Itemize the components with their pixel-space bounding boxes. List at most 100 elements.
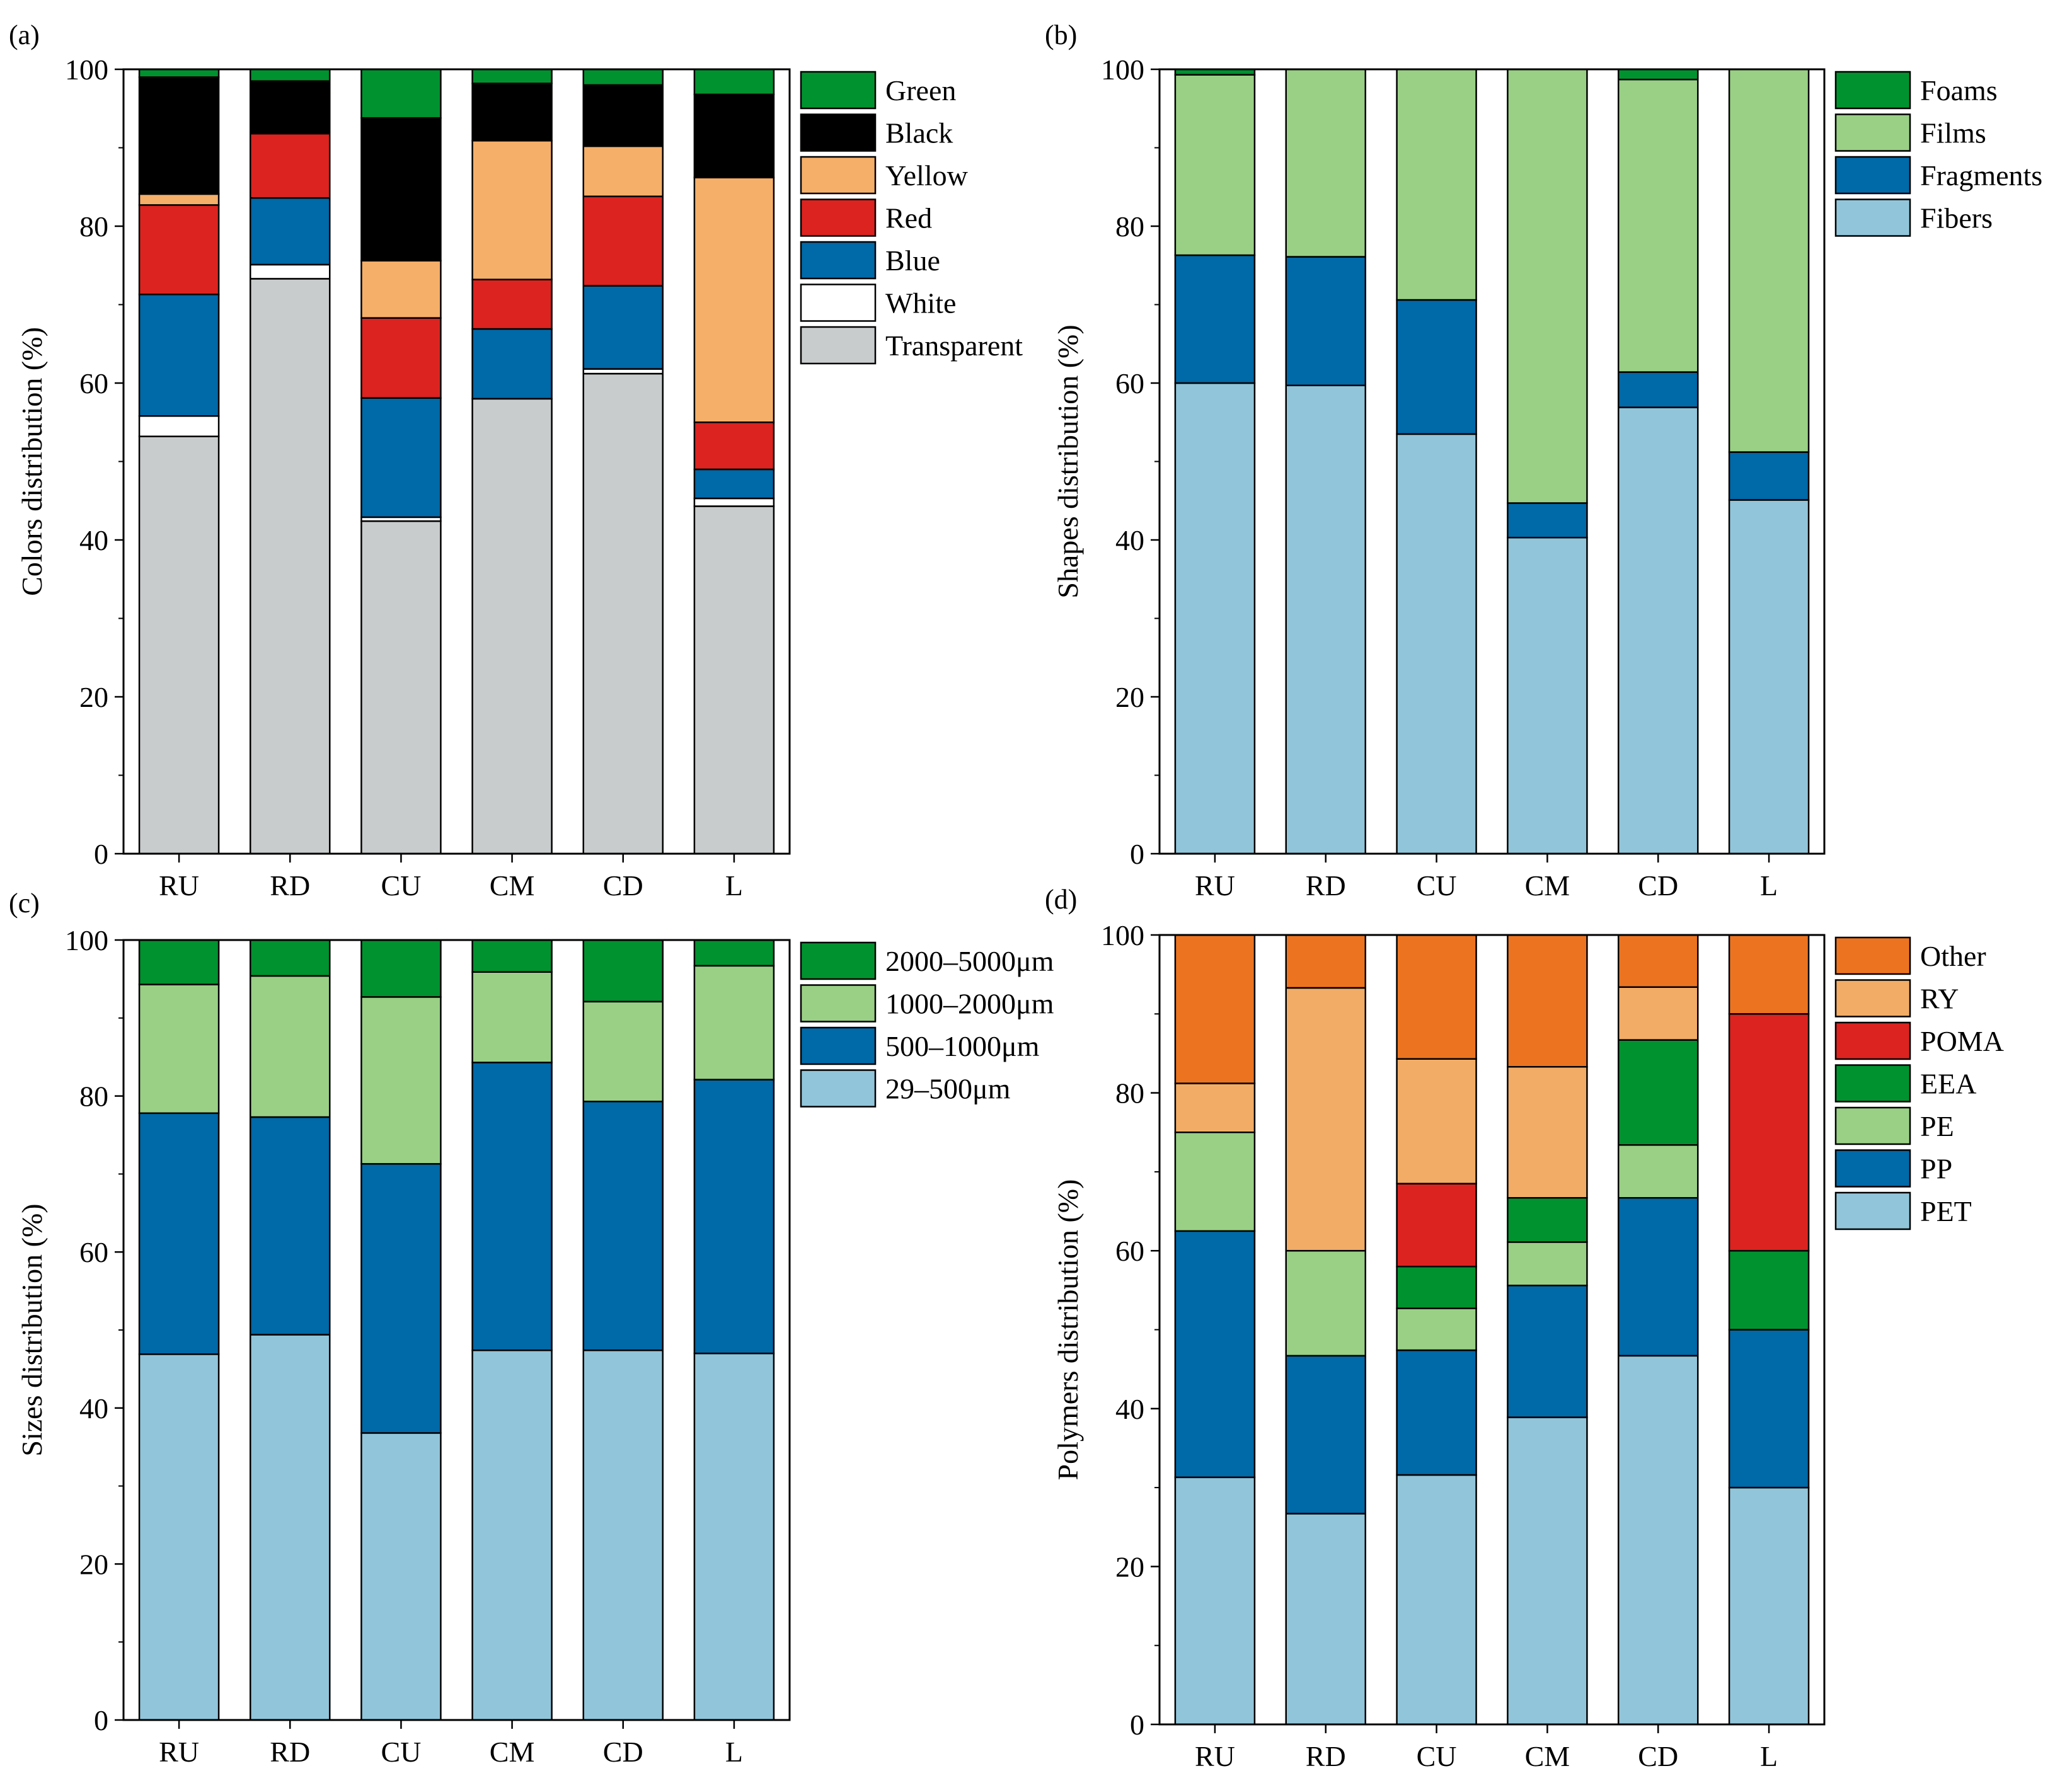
bar-segment-cd-yellow: [582, 145, 664, 197]
bar-segment-cd-ry: [1618, 986, 1699, 1041]
chart-panel-c: (c) RU RD CU CM CD L 0 20 40 60 80 100 Sizes distribu…: [9, 888, 1054, 1768]
bar-segment-l-yellow: [693, 176, 775, 423]
y-axis-title: Sizes distribution (%): [16, 1203, 48, 1456]
bar-segment-cm-29-500-m: [471, 1349, 553, 1721]
legend-label-29-500-m: 29–500μm: [885, 1073, 1011, 1105]
legend: Other RY POMA EEA PE PP PET: [1834, 936, 2004, 1230]
bar-segment-cm-1000-2000-m: [471, 971, 553, 1063]
bar-segment-cd-foams: [1618, 68, 1699, 81]
bar-segment-cd-green: [582, 68, 664, 86]
x-tick-label-l: L: [1760, 1740, 1778, 1772]
bar-segment-cu-1000-2000-m: [360, 996, 442, 1165]
legend-label-fragments: Fragments: [1920, 159, 2042, 192]
legend: Foams Films Fragments Fibers: [1834, 71, 2042, 237]
bar-segment-cu-fragments: [1396, 299, 1477, 435]
y-tick-label: 80: [1115, 210, 1144, 243]
x-tick-label-ru: RU: [159, 869, 199, 902]
bar-segment-cd-films: [1618, 78, 1699, 373]
x-tick-label-cu: CU: [1417, 869, 1457, 902]
bar-segment-ru-other: [1174, 934, 1256, 1084]
bar-segment-ru-500-1000-m: [138, 1112, 220, 1355]
bar-segment-cd-pe: [1618, 1144, 1699, 1199]
legend-label-poma: POMA: [1920, 1025, 2004, 1057]
legend-swatch-pe: [1834, 1106, 1911, 1145]
bar-segment-rd-500-1000-m: [250, 1116, 331, 1336]
x-tick-label-l: L: [725, 869, 743, 902]
bar-segment-rd-1000-2000-m: [250, 975, 331, 1118]
bar-segment-cm-blue: [471, 328, 553, 400]
x-tick-label-cu: CU: [381, 1736, 421, 1768]
legend-label-other: Other: [1920, 940, 1986, 972]
bar-segment-cu-blue: [360, 397, 442, 519]
bar-segment-cu-2000-5000-m: [360, 939, 442, 998]
panel-label: (c): [9, 888, 40, 919]
y-tick-label: 80: [1115, 1077, 1144, 1109]
y-tick-label: 60: [1115, 367, 1144, 399]
bar-segment-cu-29-500-m: [360, 1432, 442, 1721]
bar-segment-cu-ry: [1396, 1058, 1477, 1184]
y-tick-label: 20: [1115, 1551, 1144, 1583]
y-tick-label: 80: [79, 210, 108, 243]
bar-segment-cd-fragments: [1618, 371, 1699, 408]
y-tick-label: 100: [1101, 54, 1144, 86]
panel-label: (b): [1045, 20, 1077, 50]
legend-swatch-blue: [800, 241, 877, 280]
bar-segment-l-other: [1728, 934, 1810, 1015]
bar-segment-rd-pe: [1285, 1249, 1366, 1357]
legend-swatch-2000-5000-m: [800, 941, 877, 980]
legend-label-foams: Foams: [1920, 74, 1998, 106]
y-tick-label: 40: [79, 524, 108, 556]
legend: 2000–5000μm 1000–2000μm 500–1000μm 29–500μm: [800, 941, 1054, 1108]
x-tick-label-cd: CD: [1638, 869, 1678, 902]
legend-swatch-red: [800, 198, 877, 237]
bar-segment-rd-fragments: [1285, 256, 1366, 386]
legend-label-yellow: Yellow: [885, 159, 969, 192]
legend-swatch-black: [800, 113, 877, 152]
bar-segment-ru-fibers: [1174, 382, 1256, 855]
bar-segment-l-green: [693, 68, 775, 96]
bar-segment-rd-transparent: [250, 278, 331, 855]
chart-panel-b: (b) RU RD CU CM CD L 0 20 40 60 80 100 Shapes distrib…: [1045, 20, 2042, 902]
bar-segment-cd-transparent: [582, 372, 664, 855]
legend-swatch-ry: [1834, 979, 1911, 1018]
legend-swatch-pet: [1834, 1191, 1911, 1230]
bar-segment-ru-white: [138, 415, 220, 437]
y-tick-label: 40: [79, 1392, 108, 1425]
y-axis-title: Colors distribution (%): [16, 327, 48, 596]
bar-segment-cd-black: [582, 84, 664, 147]
bar-segment-rd-red: [250, 132, 331, 199]
legend-label-500-1000-m: 500–1000μm: [885, 1030, 1040, 1062]
x-tick-label-rd: RD: [1306, 1740, 1346, 1772]
bar-segment-cm-pe: [1507, 1241, 1588, 1287]
legend: Green Black Yellow Red Blue White Transparent: [800, 71, 1023, 365]
legend-label-2000-5000-m: 2000–5000μm: [885, 945, 1054, 977]
legend-swatch-films: [1834, 113, 1911, 152]
y-tick-label: 20: [1115, 681, 1144, 713]
panel-label: (d): [1045, 884, 1077, 915]
bar-segment-cm-500-1000-m: [471, 1062, 553, 1351]
bar-segment-cu-eea: [1396, 1266, 1477, 1309]
x-tick-label-cu: CU: [381, 869, 421, 902]
bar-segment-ru-1000-2000-m: [138, 983, 220, 1115]
legend-label-red: Red: [885, 202, 932, 234]
x-tick-label-ru: RU: [159, 1736, 199, 1768]
bar-segment-cu-films: [1396, 68, 1477, 301]
bar-segment-cd-pp: [1618, 1196, 1699, 1357]
bar-segment-l-white: [693, 497, 775, 507]
x-tick-label-rd: RD: [270, 869, 310, 902]
bar-segment-ru-green: [138, 68, 220, 78]
bar-segment-ru-29-500-m: [138, 1353, 220, 1721]
bar-segment-l-2000-5000-m: [693, 939, 775, 967]
bar-segment-cu-yellow: [360, 260, 442, 319]
x-tick-label-cm: CM: [1525, 1740, 1570, 1772]
legend-swatch-29-500-m: [800, 1069, 877, 1108]
bar-segment-cd-pet: [1618, 1355, 1699, 1726]
bar-segment-rd-29-500-m: [250, 1334, 331, 1721]
bar-segment-cd-blue: [582, 285, 664, 370]
bar-segment-cm-fragments: [1507, 502, 1588, 539]
bar-segment-cm-red: [471, 278, 553, 330]
bar-segment-rd-other: [1285, 934, 1366, 989]
bar-segment-l-blue: [693, 468, 775, 500]
legend-label-pe: PE: [1920, 1110, 1954, 1142]
